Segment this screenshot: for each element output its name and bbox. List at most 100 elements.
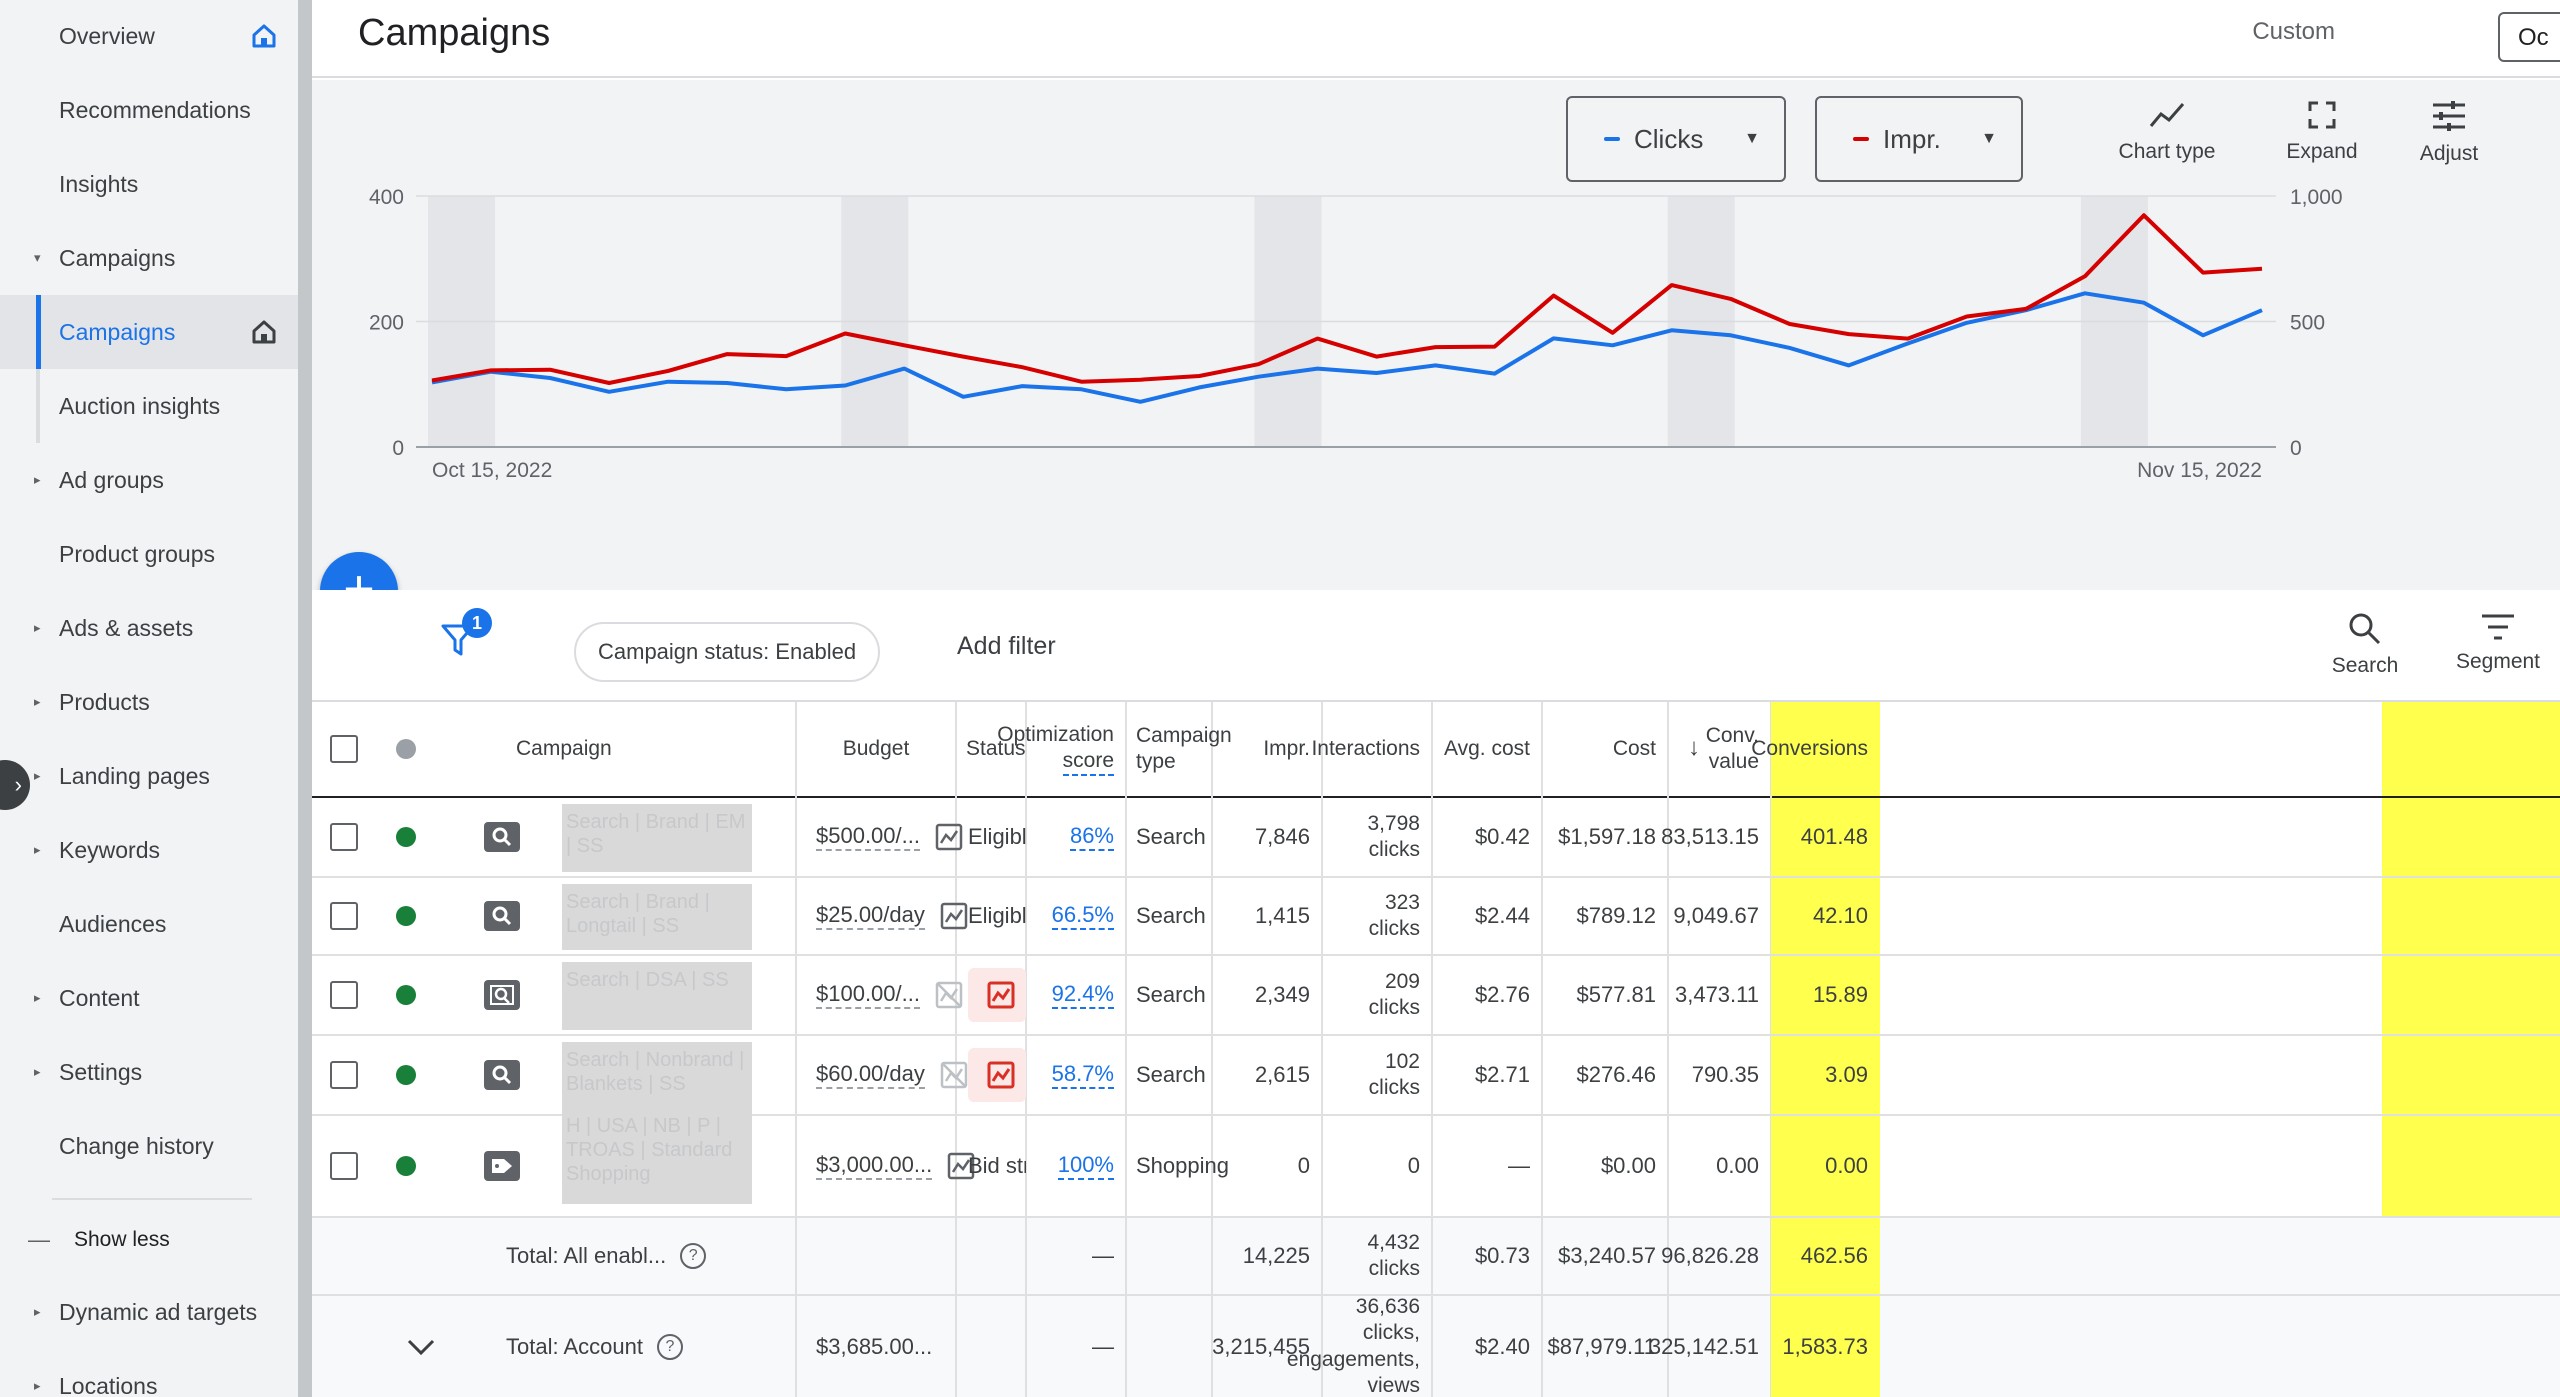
table-row[interactable]: H | USA | NB | P | TROAS | Standard Shop… (312, 1108, 2560, 1218)
table-row[interactable]: Search | Nonbrand | Blankets | SS $60.00/… (312, 1036, 2560, 1116)
budget-chart-icon[interactable] (939, 901, 969, 931)
sidebar-item-landing-pages[interactable]: ▸ Landing pages (0, 739, 298, 813)
row-checkbox[interactable] (330, 902, 358, 930)
conv-value-cell: 790.35 (1668, 1036, 1771, 1114)
budget-chart-off-icon[interactable] (939, 1060, 969, 1090)
column-header-campaign[interactable]: Campaign (506, 702, 756, 796)
row-checkbox-cell[interactable] (312, 1036, 376, 1114)
campaign-status-filter-chip[interactable]: Campaign status: Enabled (574, 622, 881, 682)
adjust-button[interactable]: Adjust (2394, 100, 2504, 166)
avg-cost-cell: $2.44 (1432, 878, 1542, 954)
budget-chart-off-icon[interactable] (934, 980, 964, 1010)
column-divider (795, 1116, 797, 1218)
expand-totals-button[interactable] (406, 1296, 466, 1397)
column-divider (795, 798, 797, 878)
row-checkbox-cell[interactable] (312, 956, 376, 1034)
opt-score-link[interactable]: 58.7% (1051, 1061, 1114, 1089)
opt-score-cell[interactable]: 58.7% (1026, 1036, 1126, 1114)
row-checkbox[interactable] (330, 823, 358, 851)
opt-score-cell[interactable]: 86% (1026, 798, 1126, 876)
expand-button[interactable]: Expand (2260, 100, 2384, 164)
row-checkbox[interactable] (330, 1152, 358, 1180)
sidebar-item-campaigns[interactable]: Campaigns (0, 295, 298, 369)
table-row[interactable]: Search | Brand | EM | SS $500.00/... Eligi… (312, 798, 2560, 878)
sidebar-item-ads-assets[interactable]: ▸ Ads & assets (0, 591, 298, 665)
segment-button[interactable]: Segment (2438, 612, 2558, 674)
help-icon[interactable]: ? (680, 1243, 707, 1269)
column-header-conversions[interactable]: Conversions (1751, 702, 1880, 796)
table-search-button[interactable]: Search (2310, 612, 2420, 678)
budget-value[interactable]: $3,000.00... (816, 1152, 933, 1180)
home-icon[interactable] (250, 22, 278, 50)
budget-value[interactable]: $60.00/day (816, 1061, 925, 1089)
campaign-name-link[interactable]: Search | DSA | SS (562, 962, 752, 1030)
budget-cell[interactable]: $3,000.00... (796, 1116, 975, 1216)
sidebar-scrollbar[interactable] (298, 0, 312, 1397)
campaign-name-link[interactable]: H | USA | NB | P | TROAS | Standard Shop… (562, 1108, 752, 1204)
budget-cell[interactable]: $500.00/... (796, 798, 963, 876)
select-all-cell[interactable] (312, 702, 376, 796)
metric-dropdown-impr[interactable]: Impr. ▼ (1815, 96, 2023, 182)
table-row[interactable]: Search | DSA | SS $100.00/... L 92.4% Search… (312, 956, 2560, 1036)
row-checkbox-cell[interactable] (312, 1116, 376, 1216)
budget-value[interactable]: $100.00/... (816, 981, 920, 1009)
budget-chart-icon[interactable] (946, 1151, 976, 1181)
opt-score-link[interactable]: 86% (1069, 823, 1114, 851)
chart-type-button[interactable]: Chart type (2082, 100, 2252, 164)
limited-status-chip[interactable]: L (968, 968, 1026, 1022)
row-checkbox-cell[interactable] (312, 798, 376, 876)
budget-value[interactable]: $500.00/... (816, 823, 920, 851)
sidebar-item-locations[interactable]: ▸ Locations (0, 1349, 298, 1397)
sidebar-item-ad-groups[interactable]: ▸ Ad groups (0, 443, 298, 517)
sidebar-item-content[interactable]: ▸ Content (0, 961, 298, 1035)
campaign-name-link[interactable]: Search | Nonbrand | Blankets | SS (562, 1042, 752, 1110)
date-range-picker[interactable]: Oc (2498, 12, 2560, 62)
table-row[interactable]: Search | Brand | Longtail | SS $25.00/day… (312, 878, 2560, 956)
sidebar-item-overview[interactable]: Overview (0, 0, 298, 73)
interactions-cell-line: 209 (1384, 969, 1420, 993)
opt-score-cell[interactable]: 66.5% (1026, 878, 1126, 954)
sidebar-item-products[interactable]: ▸ Products (0, 665, 298, 739)
row-checkbox[interactable] (330, 981, 358, 1009)
budget-cell[interactable]: $60.00/day (796, 1036, 968, 1114)
budget-cell[interactable]: $25.00/day (796, 878, 968, 954)
campaign-name-link[interactable]: Search | Brand | Longtail | SS (562, 884, 752, 950)
campaign-name-link[interactable]: Search | Brand | EM | SS (562, 804, 752, 872)
date-range-label[interactable]: Custom (2252, 18, 2335, 45)
column-header-status[interactable]: Status (956, 702, 1026, 796)
sidebar-item-settings[interactable]: ▸ Settings (0, 1035, 298, 1109)
help-icon[interactable]: ? (656, 1333, 683, 1360)
metric-dropdown-clicks[interactable]: Clicks ▼ (1566, 96, 1786, 182)
opt-score-link[interactable]: 66.5% (1051, 902, 1114, 930)
home-icon[interactable] (250, 318, 278, 346)
opt-score-link[interactable]: 92.4% (1051, 981, 1114, 1009)
sort-descending-icon[interactable]: ↓ (1688, 734, 1700, 761)
sidebar-item-change-history[interactable]: Change history (0, 1109, 298, 1183)
sidebar-item-show-less[interactable]: — Show less (0, 1203, 298, 1277)
add-filter-button[interactable]: Add filter (957, 632, 1056, 660)
row-checkbox-cell[interactable] (312, 878, 376, 954)
limited-status-chip[interactable]: L (968, 1048, 1026, 1102)
column-header-avg-cost[interactable]: Avg. cost (1432, 702, 1542, 796)
sidebar-item-recommendations[interactable]: Recommendations (0, 73, 298, 147)
budget-cell[interactable]: $100.00/... (796, 956, 963, 1034)
row-checkbox[interactable] (330, 1061, 358, 1089)
column-header-cost[interactable]: Cost (1542, 702, 1668, 796)
opt-score-cell[interactable]: 92.4% (1026, 956, 1126, 1034)
column-header-interactions[interactable]: Interactions (1311, 702, 1432, 796)
sidebar-item-audiences[interactable]: Audiences (0, 887, 298, 961)
opt-score-link[interactable]: 100% (1057, 1152, 1114, 1180)
column-header-impr[interactable]: Impr. (1212, 702, 1322, 796)
budget-chart-icon[interactable] (934, 822, 964, 852)
sidebar-item-insights[interactable]: Insights (0, 147, 298, 221)
sidebar-item-product-groups[interactable]: Product groups (0, 517, 298, 591)
opt-score-cell[interactable]: 100% (1026, 1116, 1126, 1216)
sidebar-item-keywords[interactable]: ▸ Keywords (0, 813, 298, 887)
column-header-budget[interactable]: Budget (796, 702, 956, 796)
sidebar-item-campaigns[interactable]: ▾ Campaigns (0, 221, 298, 295)
budget-value[interactable]: $25.00/day (816, 902, 925, 930)
sidebar-item-dynamic-ad-targets[interactable]: ▸ Dynamic ad targets (0, 1275, 298, 1349)
select-all-checkbox[interactable] (330, 735, 358, 763)
sidebar-item-auction-insights[interactable]: Auction insights (0, 369, 298, 443)
chevron-down-icon (407, 1339, 435, 1355)
